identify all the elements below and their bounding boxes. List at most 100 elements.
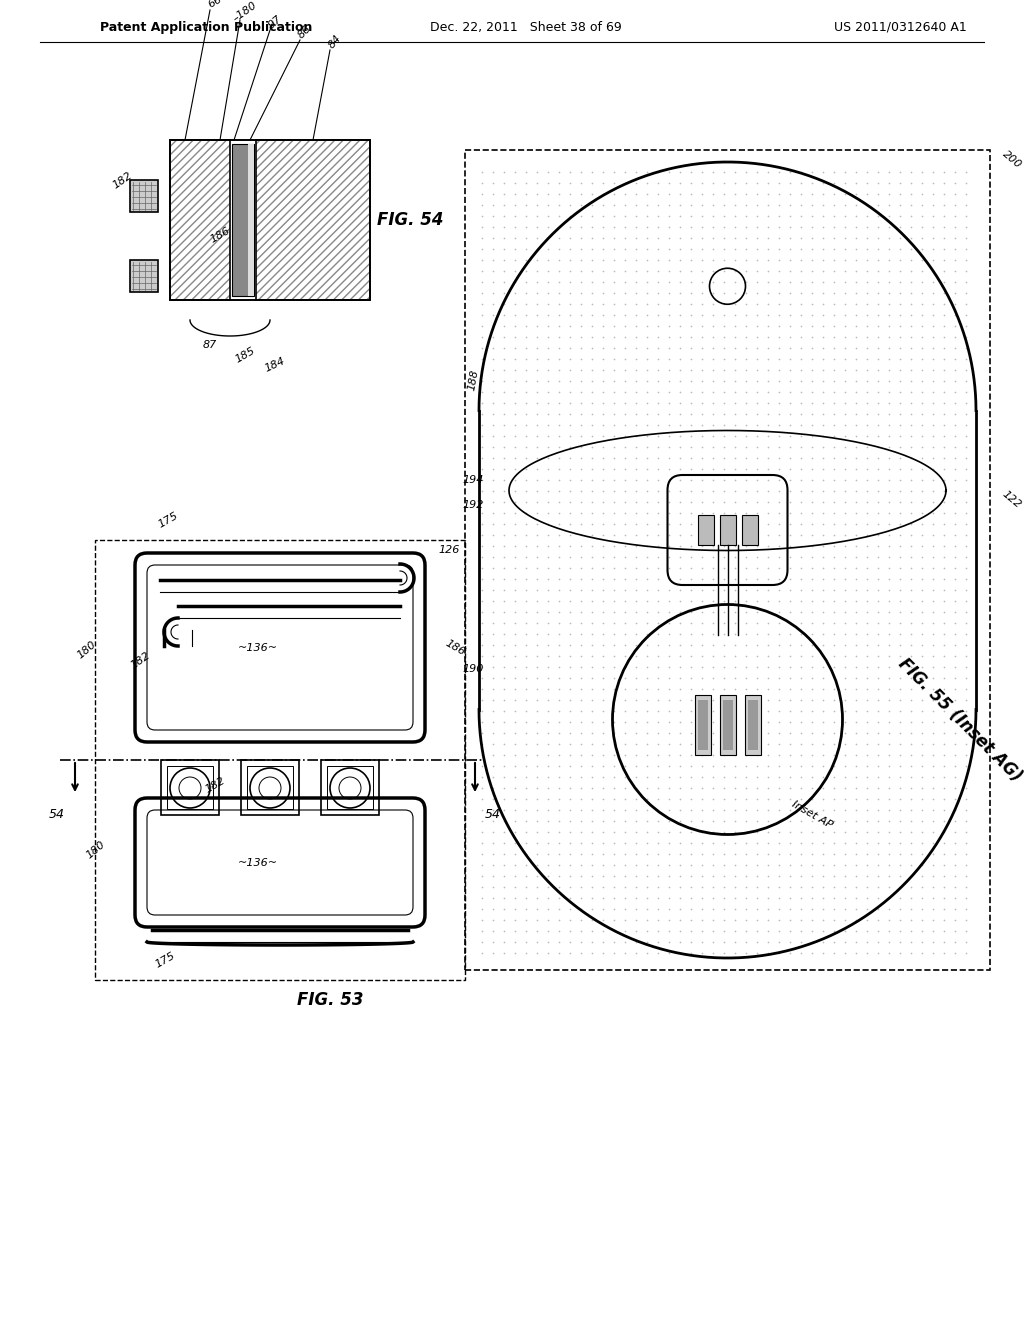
Point xyxy=(848,689,864,710)
Point xyxy=(869,381,886,403)
Point xyxy=(528,899,545,920)
Point xyxy=(936,711,952,733)
Point xyxy=(913,821,930,842)
Point xyxy=(925,645,941,667)
Point xyxy=(584,876,600,898)
Point xyxy=(848,536,864,557)
Point xyxy=(738,843,755,865)
Point xyxy=(793,942,809,964)
Point xyxy=(650,183,667,205)
Point xyxy=(936,843,952,865)
Point xyxy=(771,800,787,821)
Point xyxy=(496,777,512,799)
Point xyxy=(892,359,908,380)
Point xyxy=(859,833,876,854)
Point xyxy=(540,272,556,293)
Point xyxy=(484,206,501,227)
Point xyxy=(793,183,809,205)
Point xyxy=(760,546,776,568)
Point xyxy=(881,216,897,238)
Point xyxy=(804,348,820,370)
Point xyxy=(551,833,567,854)
Point xyxy=(540,458,556,479)
Point xyxy=(540,546,556,568)
Point xyxy=(562,371,579,392)
Text: 86: 86 xyxy=(296,24,313,41)
Point xyxy=(551,161,567,182)
Point xyxy=(837,414,853,436)
Point xyxy=(869,173,886,194)
Point xyxy=(936,887,952,908)
Point xyxy=(584,173,600,194)
Point xyxy=(947,272,964,293)
Point xyxy=(660,183,677,205)
Point xyxy=(936,701,952,722)
Point xyxy=(903,833,920,854)
Point xyxy=(705,546,721,568)
Point xyxy=(913,381,930,403)
Point xyxy=(760,206,776,227)
Point xyxy=(738,755,755,776)
Point xyxy=(660,767,677,788)
Point xyxy=(606,920,623,941)
Point xyxy=(584,821,600,842)
Point xyxy=(848,491,864,512)
Point xyxy=(540,876,556,898)
Point xyxy=(507,227,523,248)
Point xyxy=(518,216,535,238)
Point xyxy=(869,513,886,535)
Point xyxy=(628,788,644,809)
Point xyxy=(837,161,853,182)
Point xyxy=(957,491,974,512)
Point xyxy=(957,524,974,545)
Point xyxy=(848,569,864,590)
Point xyxy=(694,920,711,941)
Point xyxy=(595,480,611,502)
Point xyxy=(848,293,864,314)
Point xyxy=(595,194,611,215)
Point xyxy=(639,711,655,733)
Point xyxy=(771,216,787,238)
Point xyxy=(903,755,920,776)
Point xyxy=(903,623,920,644)
Point xyxy=(892,909,908,931)
Point xyxy=(825,932,842,953)
Point xyxy=(936,293,952,314)
Point xyxy=(474,722,490,743)
Point xyxy=(660,678,677,700)
Point xyxy=(540,173,556,194)
Point xyxy=(606,876,623,898)
Point xyxy=(683,414,699,436)
Point xyxy=(913,513,930,535)
Point xyxy=(595,833,611,854)
Point xyxy=(913,656,930,677)
Point xyxy=(771,777,787,799)
Point xyxy=(507,272,523,293)
Point xyxy=(947,315,964,337)
Point xyxy=(562,909,579,931)
Point xyxy=(616,887,633,908)
Point xyxy=(738,887,755,908)
Point xyxy=(925,216,941,238)
Point xyxy=(528,602,545,623)
Point xyxy=(484,833,501,854)
Point xyxy=(881,546,897,568)
Point xyxy=(781,810,798,832)
Point xyxy=(540,249,556,271)
Point xyxy=(474,734,490,755)
Point xyxy=(727,920,743,941)
Point xyxy=(496,767,512,788)
Point xyxy=(528,315,545,337)
Point xyxy=(562,932,579,953)
Point xyxy=(749,942,765,964)
Point xyxy=(859,635,876,656)
Point xyxy=(540,447,556,469)
Point xyxy=(913,800,930,821)
Point xyxy=(925,305,941,326)
Point xyxy=(749,800,765,821)
Point xyxy=(825,425,842,446)
Point xyxy=(781,458,798,479)
Point xyxy=(892,458,908,479)
Point xyxy=(628,579,644,601)
Point xyxy=(881,348,897,370)
